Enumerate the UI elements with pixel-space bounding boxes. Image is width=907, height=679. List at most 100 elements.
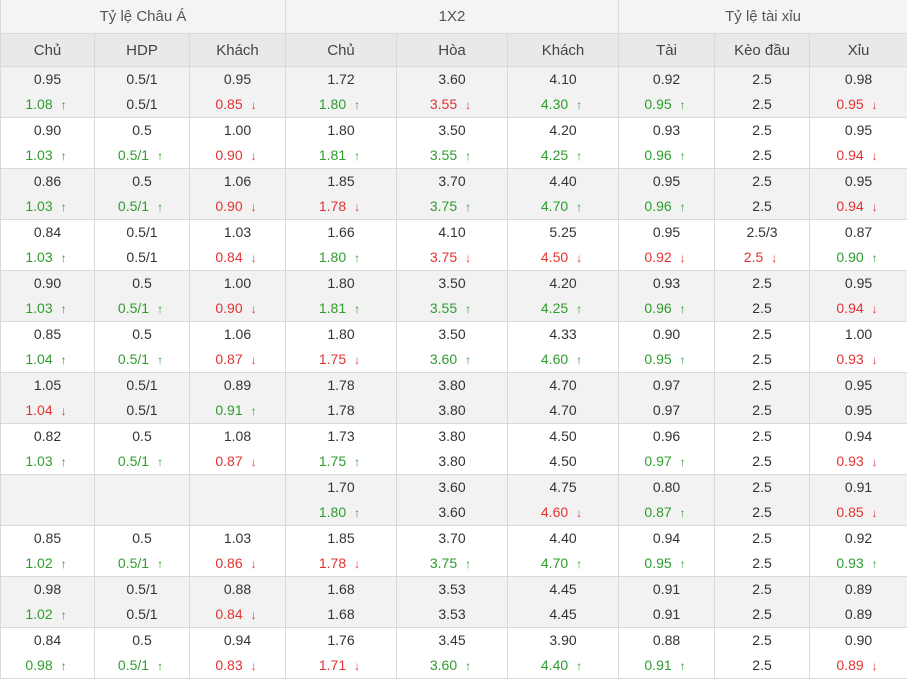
table-row[interactable]: 0.95 1.08 ↑ 0.5/1 0.5/1 0.95 0.85 ↓ 1.72 1.80 ↑ 3.6… <box>0 66 907 118</box>
odds-cell-under: 0.89 0.89 <box>809 576 907 628</box>
odds-cell-away: 0.95 0.85 ↓ <box>189 66 286 118</box>
odds-cell-away: 1.06 0.87 ↓ <box>189 321 286 373</box>
odds-cell-over: 0.95 0.92 ↓ <box>618 219 716 271</box>
arrow-up-icon: ↑ <box>354 506 361 520</box>
live-odds-value: 4.60 <box>540 504 569 520</box>
odds-cell-1x2-away: 4.20 4.25 ↑ <box>506 270 620 322</box>
live-odds-value: 0.94 <box>836 147 864 163</box>
opening-odds-value: 4.10 <box>438 224 466 240</box>
opening-odds-value: 0.90 <box>33 122 62 138</box>
opening-odds-value: 0.95 <box>652 173 681 189</box>
opening-odds-value: 1.68 <box>327 581 355 597</box>
table-row[interactable]: 1.05 1.04 ↓ 0.5/1 0.5/1 0.89 0.91 ↑ 1.78 1.78 3.80… <box>0 372 907 424</box>
opening-odds-value: 2.5 <box>752 122 772 138</box>
table-row[interactable]: 1.70 1.80 ↑ 3.60 3.60 4.75 4.60 ↓ 0.80 0.87 ↑ 2.5 2.… <box>0 474 907 526</box>
odds-cell-under: 0.94 0.93 ↓ <box>809 423 907 475</box>
odds-cell-home: 0.95 1.08 ↑ <box>0 66 95 118</box>
table-row[interactable]: 0.82 1.03 ↑ 0.5 0.5/1 ↑ 1.08 0.87 ↓ 1.73 1.75 ↑ 3.80… <box>0 423 907 475</box>
arrow-up-icon: ↑ <box>679 98 686 112</box>
odds-cell-1x2-home: 1.70 1.80 ↑ <box>285 474 397 526</box>
opening-odds-value: 1.76 <box>327 632 355 648</box>
opening-odds-value: 0.94 <box>844 428 873 444</box>
odds-cell-under: 0.95 0.95 <box>809 372 907 424</box>
opening-odds-value: 1.85 <box>327 173 355 189</box>
live-odds-value: 3.60 <box>429 351 458 367</box>
odds-cell-away: 1.03 0.86 ↓ <box>189 525 286 577</box>
arrow-down-icon: ↓ <box>354 353 361 367</box>
live-odds-value: 0.85 <box>836 504 864 520</box>
live-odds-value: 0.96 <box>644 300 672 316</box>
odds-cell-away: 0.88 0.84 ↓ <box>189 576 286 628</box>
odds-cell-hdp: 0.5 0.5/1 ↑ <box>94 525 190 577</box>
opening-odds-value: 4.33 <box>549 326 577 342</box>
opening-odds-value: 3.50 <box>438 275 466 291</box>
table-row[interactable]: 0.84 1.03 ↑ 0.5/1 0.5/1 1.03 0.84 ↓ 1.66 1.80 ↑ 4.1… <box>0 219 907 271</box>
opening-odds-value: 4.40 <box>549 530 577 546</box>
live-odds-value: 1.04 <box>25 402 53 418</box>
opening-odds-value: 2.5/3 <box>746 224 778 240</box>
odds-cell-over: 0.90 0.95 ↑ <box>618 321 716 373</box>
col-home: Chủ <box>0 33 95 67</box>
odds-cell-under: 0.95 0.94 ↓ <box>809 168 907 220</box>
table-row[interactable]: 0.98 1.02 ↑ 0.5/1 0.5/1 0.88 0.84 ↓ 1.68 1.68 3.53… <box>0 576 907 628</box>
odds-cell-draw: 3.70 3.75 ↑ <box>396 525 508 577</box>
odds-cell-over: 0.95 0.96 ↑ <box>618 168 716 220</box>
odds-cell-hdp: 0.5/1 0.5/1 <box>94 372 190 424</box>
live-odds-value: 2.5 <box>752 606 772 622</box>
table-row[interactable]: 0.85 1.04 ↑ 0.5 0.5/1 ↑ 1.06 0.87 ↓ 1.80 1.75 ↓ 3.50… <box>0 321 907 373</box>
opening-odds-value: 1.03 <box>223 224 252 240</box>
table-row[interactable]: 0.84 0.98 ↑ 0.5 0.5/1 ↑ 0.94 0.83 ↓ 1.76 1.71 ↓ 3.45… <box>0 627 907 679</box>
opening-odds-value: 1.78 <box>327 377 355 393</box>
opening-odds-value: 3.70 <box>438 173 466 189</box>
live-odds-value: 1.02 <box>25 606 53 622</box>
opening-odds-value: 0.5/1 <box>126 71 158 87</box>
odds-cell-draw: 3.60 3.55 ↓ <box>396 66 508 118</box>
opening-odds-value: 0.96 <box>652 428 681 444</box>
live-odds-value: 0.95 <box>644 351 672 367</box>
opening-odds-value: 1.66 <box>327 224 355 240</box>
table-row[interactable]: 0.90 1.03 ↑ 0.5 0.5/1 ↑ 1.00 0.90 ↓ 1.80 1.81 ↑ 3.50… <box>0 270 907 322</box>
arrow-up-icon: ↑ <box>354 455 361 469</box>
odds-cell-home: 0.90 1.03 ↑ <box>0 117 95 169</box>
opening-odds-value: 3.60 <box>438 71 466 87</box>
live-odds-value: 4.30 <box>540 96 569 112</box>
live-odds-value: 0.5/1 <box>117 657 150 673</box>
table-row[interactable]: 0.90 1.03 ↑ 0.5 0.5/1 ↑ 1.00 0.90 ↓ 1.80 1.81 ↑ 3.50… <box>0 117 907 169</box>
live-odds-value: 3.53 <box>438 606 466 622</box>
opening-odds-value: 3.70 <box>438 530 466 546</box>
live-odds-value: 0.86 <box>215 555 243 571</box>
live-odds-value: 0.5/1 <box>126 249 158 265</box>
odds-cell-over: 0.88 0.91 ↑ <box>618 627 716 679</box>
live-odds-value: 1.03 <box>25 249 53 265</box>
opening-odds-value: 0.93 <box>652 122 681 138</box>
odds-body: 0.95 1.08 ↑ 0.5/1 0.5/1 0.95 0.85 ↓ 1.72 1.80 ↑ 3.6… <box>0 66 907 679</box>
opening-odds-value: 0.87 <box>844 224 873 240</box>
table-row[interactable]: 0.86 1.03 ↑ 0.5 0.5/1 ↑ 1.06 0.90 ↓ 1.85 1.78 ↓ 3.70… <box>0 168 907 220</box>
odds-cell-home <box>0 474 95 526</box>
live-odds-value: 0.89 <box>844 606 873 622</box>
odds-cell-away: 1.08 0.87 ↓ <box>189 423 286 475</box>
opening-odds-value: 0.92 <box>652 71 681 87</box>
odds-cell-line: 2.5 2.5 <box>714 372 811 424</box>
odds-cell-away: 1.00 0.90 ↓ <box>189 117 286 169</box>
arrow-down-icon: ↓ <box>871 353 878 367</box>
opening-odds-value: 0.95 <box>844 173 873 189</box>
opening-odds-value: 0.5/1 <box>126 224 158 240</box>
table-row[interactable]: 0.85 1.02 ↑ 0.5 0.5/1 ↑ 1.03 0.86 ↓ 1.85 1.78 ↓ 3.70… <box>0 525 907 577</box>
opening-odds-value: 0.90 <box>652 326 681 342</box>
live-odds-value: 0.96 <box>644 198 672 214</box>
opening-odds-value: 0.95 <box>33 71 62 87</box>
opening-odds-value: 0.95 <box>223 71 252 87</box>
opening-odds-value: 1.80 <box>327 122 355 138</box>
col-1x2-home: Chủ <box>285 33 397 67</box>
arrow-down-icon: ↓ <box>871 200 878 214</box>
odds-cell-home: 0.98 1.02 ↑ <box>0 576 95 628</box>
opening-odds-value: 0.82 <box>33 428 62 444</box>
live-odds-value: 0.94 <box>836 300 864 316</box>
live-odds-value: 3.75 <box>429 249 458 265</box>
odds-cell-home: 0.86 1.03 ↑ <box>0 168 95 220</box>
opening-odds-value: 0.5 <box>132 326 152 342</box>
odds-cell-1x2-away: 4.40 4.70 ↑ <box>506 525 620 577</box>
live-odds-value: 0.84 <box>215 249 243 265</box>
live-odds-value: 0.83 <box>215 657 243 673</box>
